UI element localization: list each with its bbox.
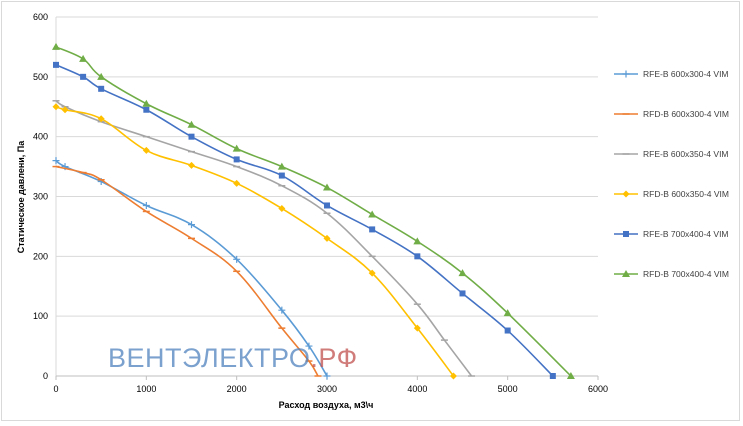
y-tick-label: 400 [33,132,48,142]
data-point-marker [233,156,240,163]
data-point-marker [622,270,630,277]
watermark-part-1: ВЕНТЭЛЕКТРО [108,343,310,373]
data-point-marker [503,309,512,317]
series-group [52,103,457,380]
data-point-marker [459,290,466,297]
legend-label: RFD-B 700x400-4 VIM [643,269,729,279]
data-point-marker [324,202,330,209]
legend-entry: RFE-B 600x300-4 VIM [614,69,729,79]
x-axis-title: Расход воздуха, м3\ч [279,400,374,410]
data-point-marker [188,161,195,169]
data-point-marker [323,372,331,380]
legend-entry: RFD-B 600x300-4 VIM [614,109,729,119]
data-point-marker [504,327,511,334]
data-point-marker [80,73,87,80]
y-tick-label: 200 [33,251,48,261]
legend-entry: RFD-B 700x400-4 VIM [614,269,729,279]
data-point-marker [622,70,630,78]
data-point-marker [97,115,105,123]
watermark-part-2: .РФ [310,343,357,373]
data-point-marker [413,237,422,245]
data-point-marker [414,253,421,260]
series-line [55,100,473,377]
y-axis-title: Статическое давлени, Па [16,140,26,254]
data-point-marker [449,372,457,380]
data-point-marker [142,99,151,107]
legend-entry: RFD-B 600x350-4 VIM [614,189,729,199]
data-point-marker [52,103,60,111]
data-point-marker [97,72,106,80]
legend-entry: RFE-B 600x350-4 VIM [614,149,729,159]
series-group [53,61,556,379]
data-point-marker [232,144,241,152]
x-tick-label: 1000 [136,384,156,394]
x-tick-label: 3000 [317,384,337,394]
x-tick-label: 5000 [498,384,518,394]
y-tick-label: 0 [43,371,48,381]
data-point-marker [188,133,195,140]
data-point-marker [53,61,59,68]
legend-entry: RFE-B 700x400-4 VIM [614,229,729,239]
data-point-marker [188,221,195,229]
y-tick-label: 500 [33,72,48,82]
data-point-marker [98,85,105,92]
y-tick-label: 600 [33,12,48,22]
legend-label: RFE-B 600x300-4 VIM [643,69,729,79]
data-point-marker [623,231,629,237]
data-point-marker [142,201,150,209]
series-group [52,165,322,377]
data-point-marker [566,372,575,379]
data-point-marker [305,342,313,350]
watermark: ВЕНТЭЛЕКТРО.РФ [108,343,358,373]
data-point-marker [52,157,60,165]
y-tick-label: 100 [33,311,48,321]
x-tick-label: 6000 [588,384,608,394]
data-point-marker [52,42,60,50]
legend-label: RFD-B 600x300-4 VIM [643,109,729,119]
legend-label: RFE-B 700x400-4 VIM [643,229,729,239]
data-point-marker [278,204,286,212]
data-point-marker [413,324,421,332]
data-point-marker [323,234,331,242]
data-point-marker [143,106,150,113]
x-tick-label: 2000 [227,384,247,394]
series-line [55,64,554,377]
series-line [55,46,572,377]
data-point-marker [278,306,286,314]
data-point-marker [368,210,377,218]
data-point-marker [278,172,285,179]
legend-label: RFE-B 600x350-4 VIM [643,149,729,159]
legend-label: RFD-B 600x350-4 VIM [643,189,729,199]
data-point-marker [549,373,556,379]
data-point-marker [142,146,150,154]
x-tick-label: 0 [53,384,58,394]
data-point-marker [233,179,241,187]
y-tick-label: 300 [33,192,48,202]
x-tick-label: 4000 [407,384,427,394]
data-point-marker [323,183,331,191]
data-point-marker [622,190,630,198]
data-point-marker [233,255,241,263]
data-point-marker [368,269,376,277]
data-point-marker [458,269,467,277]
legend: RFE-B 600x300-4 VIM RFD-B 600x300-4 VIM RF… [614,69,729,279]
series-group [52,42,575,379]
data-point-marker [79,54,88,62]
data-point-marker [277,162,286,170]
series-layer [52,42,575,380]
data-point-marker [369,226,376,233]
data-point-marker [61,106,69,114]
data-point-marker [187,120,196,128]
